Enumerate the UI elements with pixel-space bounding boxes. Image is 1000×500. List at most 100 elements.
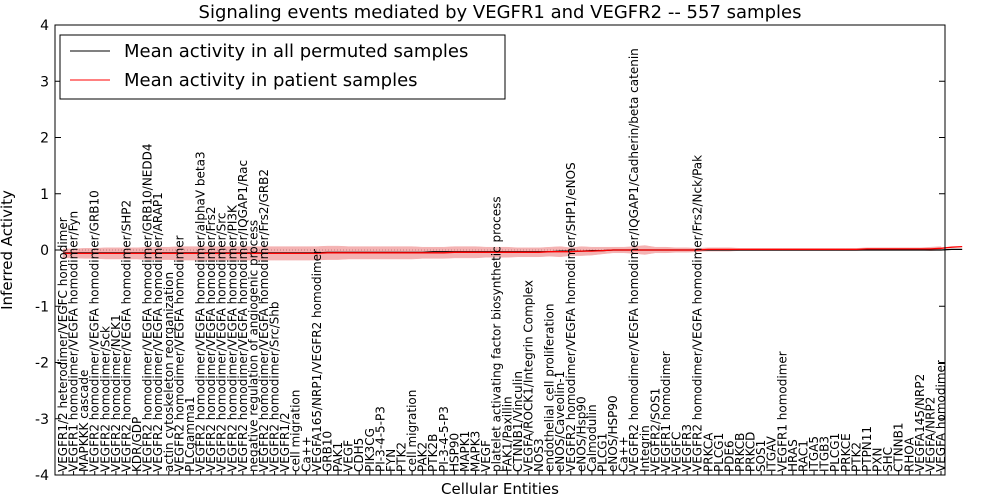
x-tick-label: ITGB3 (818, 436, 832, 472)
x-tick-label: VEGFC (670, 432, 684, 472)
x-tick-labels: VEGFR1/2 heterodimer/VEGFC homodimerVEGF… (56, 48, 948, 475)
x-tick-label: VEGF (342, 440, 356, 472)
x-tick-label: VEGFR2 homodimer/VEGFA homodimer/ARAP1 (151, 192, 165, 472)
x-tick-label: VEGFA/NRP2 (923, 397, 937, 472)
x-tick-label: PTK2 (395, 442, 409, 472)
x-tick-label: PLCG1 (712, 433, 726, 472)
x-tick-label: VEGFR2 homodimer/VEGFA homodimer/SHP1/eN… (564, 162, 578, 472)
x-tick-label: VEGFR1 homodimer (659, 351, 673, 472)
x-tick-label: VEGFA145/NRP2 (913, 374, 927, 472)
x-tick-label: VEGFR2 homodimer/VEGFA homodimer/Frs2/Nc… (691, 155, 705, 472)
legend-label-patient: Mean activity in patient samples (124, 70, 418, 91)
x-tick-label: PI-3-4-5-P3 (373, 406, 387, 472)
x-tick-label: PAK2 (416, 442, 430, 472)
legend: Mean activity in all permuted samples Me… (59, 34, 506, 100)
x-tick-label: VEGFR2 homodimer/Sck (98, 326, 112, 472)
x-tick-label: PXN (871, 448, 885, 472)
x-tick-label: PRKCE (839, 433, 853, 472)
x-tick-label: ITGAV (765, 435, 779, 472)
x-tick-label: Ca++ (617, 436, 631, 472)
x-tick-label: RAC1 (797, 440, 811, 472)
x-tick-label: eNOS/HSP90 (606, 395, 620, 472)
x-tick-label: negative regulation of angiogenic proces… (246, 220, 260, 472)
x-tick-label: PRKCB (733, 433, 747, 472)
x-tick-label: FYN (384, 449, 398, 472)
x-tick-label: MAPK1 (458, 431, 472, 472)
y-tick-label: 4 (40, 18, 49, 34)
x-tick-label: KDR/GDP (130, 417, 144, 472)
x-tick-label: VEGFR3 (680, 424, 694, 472)
x-tick-label: PTK2 (849, 442, 863, 472)
x-tick-label: PIK3CG (363, 428, 377, 472)
x-tick-label: HRAS (786, 439, 800, 472)
x-tick-label: MAPK3 (469, 431, 483, 472)
plot-area (55, 245, 963, 261)
x-tick-label: VEGFR1/2 heterodimer/VEGFC homodimer (56, 217, 70, 472)
y-axis-title: Inferred Activity (0, 190, 16, 310)
x-tick-label: PAK1 (331, 442, 345, 472)
x-tick-label: eNOS/Caveolin-1 (553, 371, 567, 472)
x-tick-label: Ca++ (299, 436, 313, 472)
x-tick-label: PTK2B (426, 434, 440, 472)
x-tick-label: VEGFR2 homodimer/VEGFA homodimer/IQGAP1/… (627, 48, 641, 472)
x-tick-label: VEGFR2 homodimer/VEGFA homodimer/Frs2 (204, 207, 218, 473)
series-line-patient (63, 245, 963, 255)
x-tick-label: NOS3 (532, 438, 546, 472)
x-tick-label: VEGFA165/NRP1/VEGFR2 homodimer (310, 249, 324, 472)
y-tick-label: -4 (35, 468, 49, 484)
x-axis-title: Cellular Entities (441, 480, 559, 498)
x-tick-label: VEGFR2/SOS1 (648, 388, 662, 472)
x-tick-label: Calmodulin (585, 404, 599, 472)
y-tick-label: -1 (35, 299, 49, 315)
x-tick-label: VEGFR2 homodimer/VEGFA homodimer/Frs2/GR… (257, 169, 271, 472)
x-tick-label: VEGFR1 homodimer (775, 351, 789, 472)
x-tick-label: CDH5 (352, 438, 366, 472)
x-tick-label: VEGFR2 homodimer/VEGFA homodimer/alphaV … (194, 151, 208, 472)
x-tick-label: PLCG1 (596, 433, 610, 472)
x-tick-label: endothelial cell proliferation (543, 304, 557, 472)
x-tick-label: GRB10 (321, 431, 335, 472)
x-tick-label: ITGA5 (807, 436, 821, 472)
x-tick-label: cell migration (289, 390, 303, 472)
y-tick-label: -2 (35, 356, 49, 372)
x-tick-label: platelet activating factor biosynthetic … (490, 196, 504, 472)
x-tick-label: VEGFR1 homodimer/VEGFA homodimer/Fyn (67, 211, 81, 472)
legend-label-permuted: Mean activity in all permuted samples (124, 41, 468, 62)
plot-frame (54, 24, 946, 476)
x-tick-label: FAK1/Paxillin (500, 396, 514, 472)
x-tick-label: CTNNB1/Vinculin (511, 371, 525, 472)
x-tick-label: PLCgamma1 (183, 396, 197, 472)
x-tick-label: CTNNB1 (892, 422, 906, 472)
x-tick-label: PRKCD (744, 432, 758, 472)
x-tick-label: VEGFR2 homodimer/VEGFA homodimer/GRB10 (88, 190, 102, 472)
x-tick-label: VEGFR2 homodimer/VEGFA homodimer/IQGAP1/… (236, 160, 250, 472)
x-tick-label: PI-3-4-5-P3 (437, 406, 451, 472)
x-tick-label: VEGFR2 homodimer/NCK1 (109, 314, 123, 472)
y-tick-label: 2 (40, 131, 49, 147)
x-tick-label: VEGFR2 homodimer/VEGFA homodimer/GRB10/N… (141, 143, 155, 472)
y-tick-label: 0 (40, 243, 49, 259)
x-tick-label: VEGFR1/2 (278, 412, 292, 472)
x-tick-label: VEGFR2 homodimer/VEGFA homodimer/PI3K (225, 204, 239, 472)
x-tick-label: VEGFR2 homodimer/VEGFA homodimer/SHP2 (120, 200, 134, 472)
x-tick-label: cell migration (405, 390, 419, 472)
x-tick-label: SHC (881, 447, 895, 472)
x-tick-label: SOS1 (754, 440, 768, 472)
y-tick-label: 1 (40, 187, 49, 203)
x-tick-label: VEGFR2 homodimer/Src/Shb (268, 301, 282, 472)
y-tick-label: 3 (40, 74, 49, 90)
legend-box (59, 34, 506, 100)
x-tick-label: VEGF (479, 440, 493, 472)
x-tick-label: VEGFR2 homodimer/VEGFA homodimer (172, 235, 186, 472)
x-tick-label: VEGFA/ROCK1/Integrin Complex (521, 280, 535, 472)
x-tick-label: PTPN11 (860, 426, 874, 472)
chart-title: Signaling events mediated by VEGFR1 and … (199, 2, 802, 23)
x-tick-label: MAPKKK cascade (77, 370, 91, 472)
x-tick-label: VEGFA homodimer (934, 360, 948, 472)
x-tick-label: PRKCA (701, 432, 715, 472)
x-tick-label: PDE6 (722, 440, 736, 472)
x-tick-label: eNOS/Hsp90 (574, 396, 588, 472)
x-tick-label: VEGFR2 homodimer/VEGFA homodimer/Src (215, 212, 229, 472)
x-tick-label: HSP90 (447, 433, 461, 472)
